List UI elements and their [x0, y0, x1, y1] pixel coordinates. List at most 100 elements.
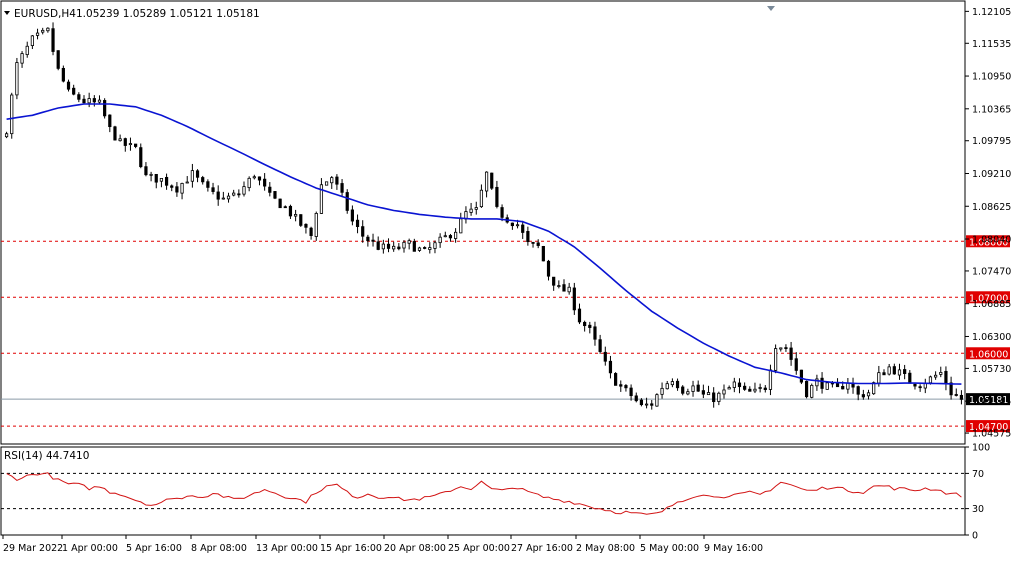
scroll-marker-icon[interactable]	[767, 6, 775, 11]
candle-body	[35, 32, 40, 36]
candle-body	[15, 62, 19, 96]
candle-body	[407, 240, 411, 244]
candle-body	[810, 384, 814, 398]
candle-body	[758, 387, 762, 389]
candle-body	[614, 373, 618, 386]
candle-body	[361, 226, 365, 237]
candle-body	[268, 186, 272, 193]
candle-body	[593, 326, 597, 340]
rsi-axis-label: 100	[972, 443, 990, 454]
candle-body	[675, 380, 680, 389]
candle-body	[603, 351, 607, 362]
symbol-label: EURUSD,H4	[14, 8, 76, 20]
candle-body	[567, 286, 571, 293]
candle-body	[650, 403, 654, 406]
candle-body	[314, 213, 318, 237]
time-axis-label: 13 Apr 00:00	[256, 543, 318, 554]
candle-body	[706, 392, 711, 396]
candle-body	[170, 185, 174, 188]
candle-body	[521, 224, 525, 233]
moving-average-series	[6, 103, 962, 385]
candle-body	[350, 209, 354, 222]
candle-body	[908, 372, 912, 384]
candle-body	[366, 236, 370, 242]
candle-body	[928, 376, 933, 384]
candle-body	[237, 193, 241, 196]
candle-body	[546, 260, 551, 277]
time-axis-label: 1 Apr 00:00	[62, 543, 118, 554]
candle-body	[897, 369, 902, 376]
candle-body	[56, 50, 60, 69]
candle-body	[294, 214, 298, 217]
candle-body	[665, 383, 669, 390]
candle-body	[381, 243, 385, 250]
candle-body	[144, 166, 148, 176]
candle-body	[712, 392, 716, 403]
price-axis-label: 1.05730	[972, 364, 1011, 375]
candle-body	[572, 287, 576, 311]
candle-body	[319, 184, 324, 214]
candle-body	[598, 339, 602, 352]
candle-body	[748, 388, 752, 392]
time-axis-label: 8 Apr 08:00	[191, 543, 247, 554]
candle-body	[835, 383, 840, 388]
candle-body	[278, 198, 282, 209]
candle-body	[536, 242, 540, 246]
candle-body	[335, 176, 339, 185]
candle-body	[815, 378, 819, 387]
price-axis-label: 1.07470	[972, 266, 1011, 277]
candle-body	[412, 241, 416, 252]
rsi-line	[6, 472, 962, 515]
price-axis-label: 1.09210	[972, 169, 1011, 180]
candle-body	[701, 390, 705, 395]
candle-body	[154, 173, 158, 183]
candle-body	[355, 219, 360, 228]
price-axis-label: 1.08040	[972, 235, 1011, 246]
candle-body	[273, 191, 277, 199]
candle-body	[799, 369, 804, 383]
candle-body	[691, 385, 695, 392]
rsi-axis-label: 0	[972, 531, 978, 542]
candle-body	[872, 382, 876, 395]
symbol-dropdown-icon[interactable]	[4, 11, 10, 15]
candle-body	[433, 242, 437, 249]
candle-body	[61, 67, 65, 82]
candlestick-series	[4, 22, 964, 410]
candle-body	[774, 348, 778, 371]
candle-body	[247, 177, 251, 189]
candle-body	[794, 358, 798, 371]
candle-body	[515, 224, 520, 227]
candle-body	[221, 197, 225, 200]
candle-body	[10, 94, 14, 135]
candle-body	[903, 369, 907, 374]
candle-body	[448, 235, 453, 239]
candle-body	[454, 231, 458, 239]
price-axis-label: 1.10365	[972, 104, 1011, 115]
candle-body	[619, 384, 623, 387]
rsi-label: RSI(14) 44.7410	[4, 450, 89, 462]
candle-body	[717, 392, 721, 402]
candle-body	[531, 241, 535, 244]
candle-body	[417, 247, 422, 251]
candle-body	[175, 186, 179, 193]
candle-body	[510, 222, 514, 227]
candle-body	[541, 245, 545, 262]
candle-body	[149, 173, 153, 176]
candle-body	[804, 380, 809, 398]
candle-body	[330, 177, 334, 184]
candle-body	[644, 403, 649, 406]
rsi-series	[1, 472, 965, 515]
time-axis-label: 5 May 00:00	[640, 543, 699, 554]
current-price-tag	[966, 393, 1010, 406]
moving-average-line	[6, 103, 962, 385]
candle-body	[882, 372, 886, 376]
time-axis-label: 15 Apr 16:00	[320, 543, 382, 554]
candle-body	[484, 171, 489, 192]
time-axis-label: 5 Apr 16:00	[126, 543, 182, 554]
candle-body	[195, 170, 200, 178]
candle-body	[103, 100, 107, 117]
price-axis-label: 1.11535	[972, 39, 1011, 50]
price-axis-label: 1.12105	[972, 7, 1011, 18]
